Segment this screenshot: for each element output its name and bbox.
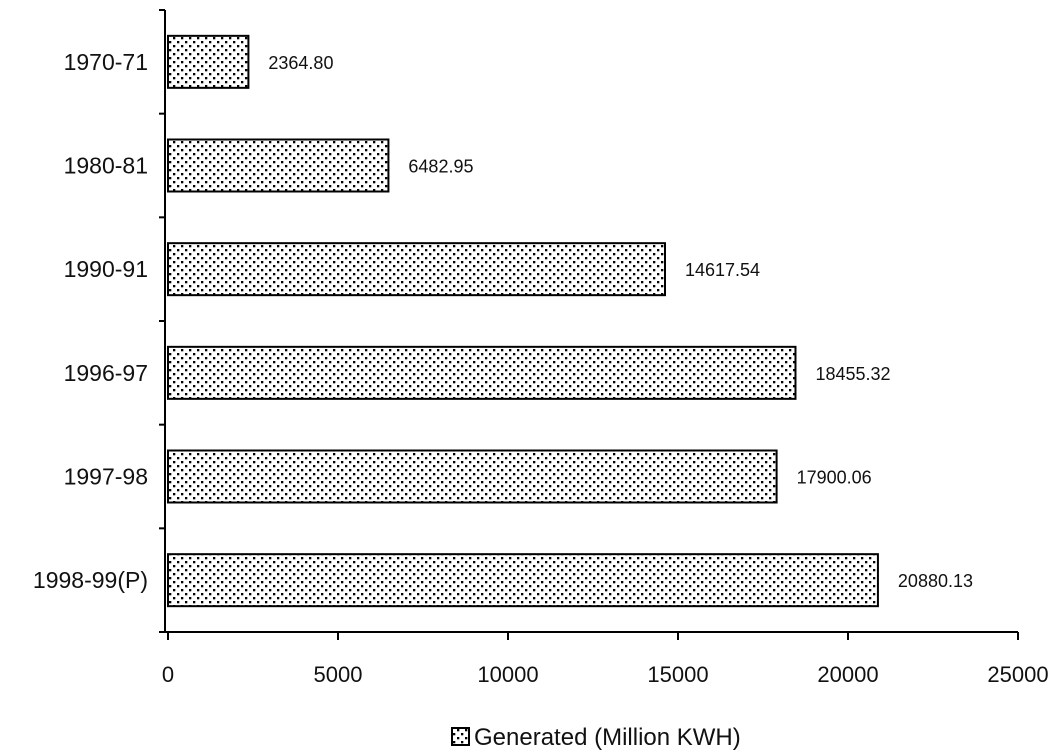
data-label: 2364.80 (268, 53, 333, 73)
category-label: 1998-99(P) (33, 567, 148, 593)
x-tick-label: 25000 (987, 662, 1048, 687)
labels-layer: 1970-71 2364.80 1980-81 6482.95 1990-91 14617… (33, 49, 1049, 687)
bar-1990-91 (167, 242, 666, 297)
category-label: 1997-98 (64, 464, 148, 490)
x-tick-label: 0 (162, 662, 174, 687)
bar-1970-71 (167, 34, 250, 89)
legend: Generated (Million KWH) (451, 724, 741, 751)
bar-1997-98 (167, 449, 778, 504)
x-tick-label: 10000 (477, 662, 538, 687)
legend-swatch (451, 727, 470, 746)
data-label: 17900.06 (797, 468, 872, 488)
data-label: 20880.13 (898, 571, 973, 591)
category-label: 1970-71 (64, 49, 148, 75)
category-label: 1996-97 (64, 360, 148, 386)
bar-1996-97 (167, 345, 797, 400)
x-tick-label: 5000 (314, 662, 363, 687)
axes-layer (159, 9, 1019, 640)
x-tick-label: 20000 (817, 662, 878, 687)
x-tick-label: 15000 (647, 662, 708, 687)
data-label: 18455.32 (815, 364, 890, 384)
legend-label: Generated (Million KWH) (474, 724, 741, 751)
bar-1998-99(P) (167, 553, 879, 608)
data-label: 6482.95 (408, 157, 473, 177)
bars-layer (167, 34, 879, 608)
data-label: 14617.54 (685, 260, 760, 280)
category-label: 1980-81 (64, 153, 148, 179)
bar-1980-81 (167, 138, 390, 193)
category-label: 1990-91 (64, 256, 148, 282)
